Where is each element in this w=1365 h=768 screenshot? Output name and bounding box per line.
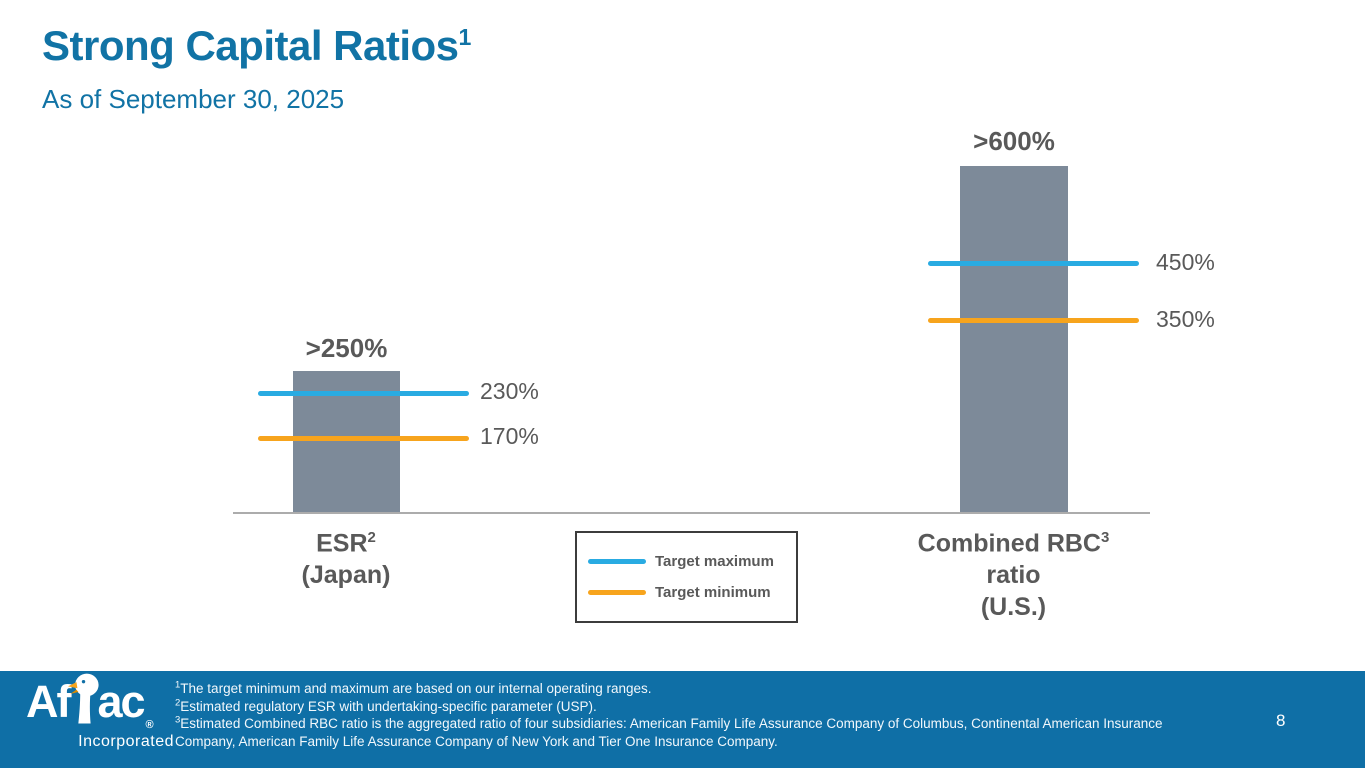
footnotes: 1The target minimum and maximum are base…	[175, 680, 1225, 750]
aflac-logo: Af ac ® Incorporated	[26, 673, 176, 751]
x-axis-line	[233, 512, 1150, 514]
logo-incorporated-label: Incorporated	[78, 733, 174, 750]
category-label-esr: ESR2 (Japan)	[246, 522, 446, 591]
category-rbc-line1: Combined RBC3	[917, 529, 1110, 558]
target-maximum-line-esr	[258, 391, 469, 396]
bar-esr-value-label: >250%	[305, 333, 388, 363]
category-esr-line1: ESR2	[316, 529, 376, 558]
target-maximum-value-esr: 230%	[480, 378, 539, 404]
category-label-rbc: Combined RBC3 ratio (U.S.)	[887, 522, 1140, 623]
chart-legend: Target maximum Target minimum	[575, 531, 798, 623]
bar-rbc-value-label: >600%	[973, 126, 1055, 156]
category-rbc-line2: ratio	[986, 561, 1041, 590]
target-minimum-legend-label: Target minimum	[655, 584, 771, 601]
target-minimum-value-esr: 170%	[480, 423, 539, 449]
target-maximum-legend-label: Target maximum	[655, 553, 774, 570]
legend-row-target-minimum: Target minimum	[588, 584, 796, 601]
footnote-3: 3Estimated Combined RBC ratio is the agg…	[175, 714, 1163, 749]
footer-bar: Af ac ® Incorporated 1The target minimum…	[0, 671, 1365, 768]
target-minimum-line-esr	[258, 436, 469, 441]
legend-row-target-maximum: Target maximum	[588, 553, 796, 570]
slide-subtitle: As of September 30, 2025	[42, 84, 345, 114]
category-esr-footnote-ref: 2	[367, 529, 376, 546]
target-minimum-line-rbc	[928, 318, 1139, 323]
registered-trademark-icon: ®	[145, 719, 154, 731]
target-minimum-value-rbc: 350%	[1156, 306, 1215, 332]
category-rbc-line3: (U.S.)	[980, 593, 1047, 622]
duck-icon	[68, 673, 100, 724]
category-rbc-footnote-ref: 3	[1100, 529, 1110, 546]
page-title: Strong Capital Ratios1	[42, 22, 471, 70]
footnote-1: 1The target minimum and maximum are base…	[175, 679, 652, 696]
aflac-logo-wordmark: Af ac ®	[26, 673, 176, 735]
logo-text-af: Af	[26, 676, 72, 727]
footnote-2: 2Estimated regulatory ESR with undertaki…	[175, 697, 597, 714]
target-maximum-swatch-icon	[588, 559, 646, 564]
target-minimum-swatch-icon	[588, 590, 646, 595]
bar-combined-rbc	[960, 166, 1068, 512]
category-esr-line2: (Japan)	[301, 561, 391, 590]
logo-text-ac: ac	[97, 676, 145, 727]
target-maximum-line-rbc	[928, 261, 1139, 266]
page-number: 8	[1276, 711, 1286, 730]
target-maximum-value-rbc: 450%	[1156, 249, 1215, 275]
page-title-text: Strong Capital Ratios	[42, 22, 459, 69]
title-footnote-ref: 1	[458, 24, 472, 50]
